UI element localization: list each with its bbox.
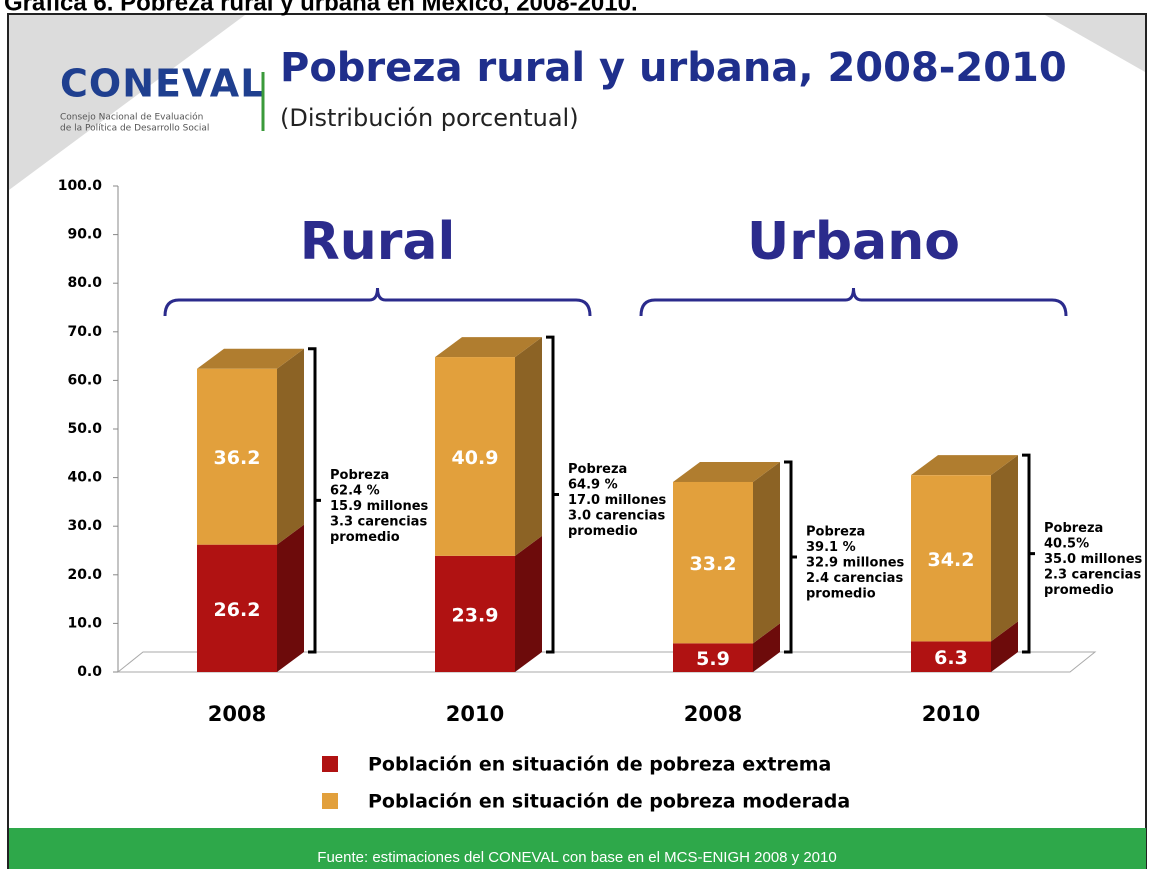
bar-side <box>277 348 304 545</box>
bar-side <box>753 461 780 644</box>
annotation: 35.0 millones <box>1044 552 1143 567</box>
annotation: 3.0 carencias <box>568 509 665 524</box>
bar <box>435 555 515 672</box>
bar-side <box>515 535 542 672</box>
y-tick-label: 70.0 <box>67 324 102 340</box>
y-tick-label: 50.0 <box>67 421 102 437</box>
annotation: 3.3 carencias <box>330 514 427 529</box>
x-tick-label: 2008 <box>208 702 266 726</box>
y-tick-label: 90.0 <box>67 227 102 243</box>
y-tick-label: 30.0 <box>67 518 102 534</box>
value-label: 40.9 <box>452 447 499 469</box>
annotation: promedio <box>806 586 876 601</box>
bracket <box>308 347 321 654</box>
corner-decoration <box>1045 15 1145 72</box>
bar <box>197 544 277 672</box>
legend-label: Población en situación de pobreza extrem… <box>368 754 831 776</box>
annotation: promedio <box>1044 583 1114 598</box>
annotation: promedio <box>568 524 638 539</box>
heading: Gráfica 6. Pobreza rural y urbana en Méx… <box>4 0 638 16</box>
bar-side <box>991 621 1018 672</box>
annotation: 62.4 % <box>330 483 380 498</box>
bar <box>197 368 277 545</box>
annotation: promedio <box>330 530 400 545</box>
bar-top <box>435 337 542 358</box>
value-label: 26.2 <box>214 599 261 621</box>
bar-side <box>515 337 542 556</box>
value-label: 23.9 <box>452 604 499 626</box>
value-label: 33.2 <box>690 553 737 575</box>
legend-label: Población en situación de pobreza modera… <box>368 791 850 813</box>
bar-side <box>277 524 304 672</box>
legend-swatch <box>322 756 338 772</box>
annotation: Pobreza <box>806 524 865 539</box>
y-tick-label: 80.0 <box>67 275 102 291</box>
legend-swatch <box>322 793 338 809</box>
value-label: 34.2 <box>928 549 975 571</box>
y-tick-label: 20.0 <box>67 567 102 583</box>
value-label: 36.2 <box>214 447 261 469</box>
y-tick-label: 40.0 <box>67 470 102 486</box>
bar <box>673 643 753 672</box>
chart-title: Pobreza rural y urbana, 2008-2010 <box>280 45 1067 91</box>
value-label: 5.9 <box>696 648 730 670</box>
x-tick-label: 2008 <box>684 702 742 726</box>
logo-caption: de la Política de Desarrollo Social <box>60 124 209 134</box>
slide-frame <box>7 13 1147 869</box>
bar <box>911 641 991 672</box>
logo-name: CONEVAL <box>60 62 265 106</box>
bar-top <box>197 348 304 369</box>
bar <box>673 481 753 644</box>
y-tick-label: 100.0 <box>58 178 103 194</box>
annotation: 39.1 % <box>806 540 856 555</box>
y-tick-label: 0.0 <box>77 664 102 680</box>
annotation: 2.3 carencias <box>1044 568 1141 583</box>
y-tick-label: 10.0 <box>67 615 102 631</box>
bar-top <box>911 455 1018 476</box>
chart-subtitle: (Distribución porcentual) <box>280 104 579 132</box>
bar <box>911 475 991 642</box>
group-brace <box>163 287 592 317</box>
corner-decoration <box>9 15 245 190</box>
annotation: Pobreza <box>1044 521 1103 536</box>
annotation: Pobreza <box>330 468 389 483</box>
annotation: 32.9 millones <box>806 555 905 570</box>
bar-top <box>673 461 780 482</box>
annotation: 15.9 millones <box>330 499 429 514</box>
source: Fuente: estimaciones del CONEVAL con bas… <box>317 849 836 866</box>
annotation: 17.0 millones <box>568 493 667 508</box>
bar-side <box>991 455 1018 642</box>
value-label: 6.3 <box>934 647 968 669</box>
bracket <box>1022 453 1035 654</box>
x-tick-label: 2010 <box>922 702 980 726</box>
footer <box>9 828 1146 869</box>
bracket <box>546 335 559 654</box>
logo-caption: Consejo Nacional de Evaluación <box>60 112 203 123</box>
annotation: 40.5% <box>1044 537 1089 552</box>
x-tick-label: 2010 <box>446 702 504 726</box>
group-brace <box>639 287 1068 317</box>
group-label: Rural <box>300 212 456 272</box>
bracket <box>784 460 797 654</box>
bar <box>435 357 515 556</box>
group-label: Urbano <box>747 212 960 272</box>
y-tick-label: 60.0 <box>67 372 102 388</box>
annotation: Pobreza <box>568 462 627 477</box>
annotation: 64.9 % <box>568 478 618 493</box>
bar-side <box>753 623 780 672</box>
annotation: 2.4 carencias <box>806 571 903 586</box>
